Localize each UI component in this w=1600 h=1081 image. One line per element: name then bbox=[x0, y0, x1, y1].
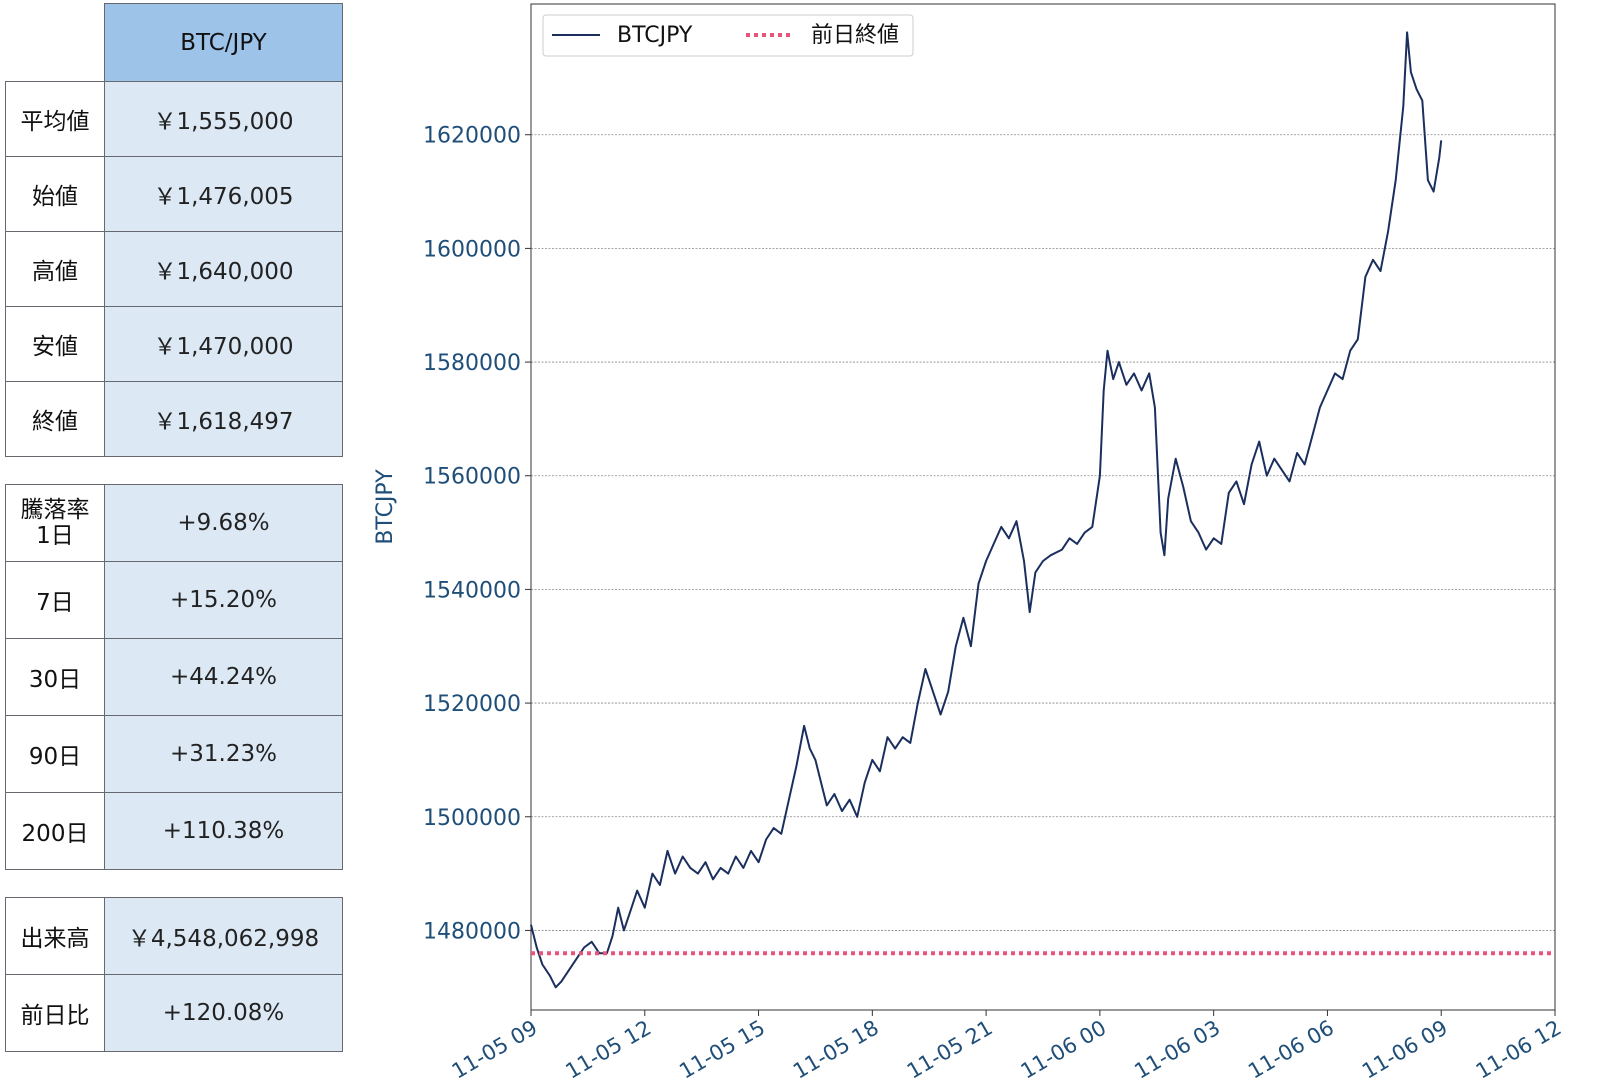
change-label: 騰落率 1日 bbox=[5, 484, 105, 562]
x-tick-label: 11-05 21 bbox=[903, 1016, 997, 1081]
change-value: +31.23% bbox=[104, 715, 343, 793]
legend-label-prev-close: 前日終値 bbox=[811, 23, 899, 48]
volume-table: 出来高 ￥4,548,062,998 前日比 +120.08% bbox=[5, 897, 343, 1052]
volume-label: 出来高 bbox=[5, 897, 105, 975]
legend: BTCJPY 前日終値 bbox=[542, 14, 914, 57]
y-tick-label: 1500000 bbox=[423, 806, 521, 831]
volume-label: 前日比 bbox=[5, 974, 105, 1052]
change-rate-table: 騰落率 1日 +9.68% 7日 +15.20% 30日 +44.24% 90日 +3… bbox=[5, 484, 343, 870]
stat-value: ￥1,555,000 bbox=[104, 81, 343, 157]
change-value: +9.68% bbox=[104, 484, 343, 562]
stat-label: 平均値 bbox=[5, 81, 105, 157]
legend-box bbox=[542, 14, 914, 57]
y-tick-label: 1540000 bbox=[423, 578, 521, 603]
stat-value: ￥1,618,497 bbox=[104, 381, 343, 457]
volume-value: +120.08% bbox=[104, 974, 343, 1052]
volume-value: ￥4,548,062,998 bbox=[104, 897, 343, 975]
stat-value: ￥1,476,005 bbox=[104, 156, 343, 232]
stat-value: ￥1,640,000 bbox=[104, 231, 343, 307]
y-axis-label: BTCJPY bbox=[373, 469, 398, 545]
x-tick-label: 11-06 12 bbox=[1472, 1016, 1566, 1081]
change-label: 30日 bbox=[5, 638, 105, 716]
x-tick-label: 11-05 15 bbox=[675, 1016, 769, 1081]
gridlines bbox=[531, 134, 1555, 931]
series-group bbox=[530, 31, 1555, 989]
change-value: +44.24% bbox=[104, 638, 343, 716]
change-value: +15.20% bbox=[104, 561, 343, 639]
stats-header: BTC/JPY bbox=[104, 3, 343, 82]
change-title: 騰落率 bbox=[20, 497, 90, 523]
y-tick-label: 1580000 bbox=[423, 351, 521, 376]
y-tick-label: 1620000 bbox=[423, 124, 521, 149]
y-tick-label: 1600000 bbox=[423, 237, 521, 262]
stats-table: BTC/JPY 平均値 ￥1,555,000 始値 ￥1,476,005 高値 ￥1,… bbox=[5, 3, 343, 457]
change-label: 90日 bbox=[5, 715, 105, 793]
stat-label: 安値 bbox=[5, 306, 105, 382]
change-period: 1日 bbox=[36, 523, 74, 549]
x-tick-label: 11-06 09 bbox=[1358, 1016, 1452, 1081]
x-tick-label: 11-06 00 bbox=[1017, 1016, 1111, 1081]
x-tick-label: 11-05 09 bbox=[448, 1016, 542, 1081]
x-tick-label: 11-05 12 bbox=[562, 1016, 656, 1081]
stat-label: 始値 bbox=[5, 156, 105, 232]
y-tick-label: 1560000 bbox=[423, 465, 521, 490]
stats-header-corner bbox=[5, 3, 105, 82]
axis-ticks: 1480000 1500000 1520000 1540000 1560000 15800… bbox=[423, 124, 1565, 1081]
x-tick-label: 11-06 06 bbox=[1244, 1016, 1338, 1081]
x-tick-label: 11-06 03 bbox=[1130, 1016, 1224, 1081]
stat-value: ￥1,470,000 bbox=[104, 306, 343, 382]
legend-label-btcjpy: BTCJPY bbox=[617, 23, 693, 48]
x-tick-label: 11-05 18 bbox=[789, 1016, 883, 1081]
stat-label: 高値 bbox=[5, 231, 105, 307]
change-value: +110.38% bbox=[104, 792, 343, 870]
plot-frame bbox=[530, 3, 1556, 1011]
change-label: 200日 bbox=[5, 792, 105, 870]
y-tick-label: 1480000 bbox=[423, 919, 521, 944]
y-tick-label: 1520000 bbox=[423, 692, 521, 717]
series-line-btcjpy bbox=[530, 31, 1443, 989]
